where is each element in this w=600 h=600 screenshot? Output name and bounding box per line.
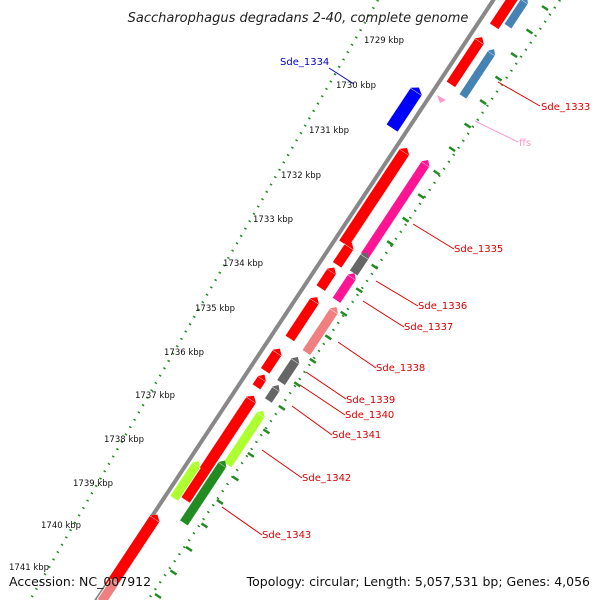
gene-sde1337-cog <box>331 273 357 304</box>
gene-sde1339-cds <box>259 348 283 375</box>
gene-label[interactable]: Sde_1338 <box>376 363 425 374</box>
label-connector <box>291 405 333 436</box>
gene-label[interactable]: Sde_1337 <box>404 322 453 333</box>
ruler-label: 1736 kbp <box>164 348 204 358</box>
label-connectors <box>221 67 541 536</box>
gene-label[interactable]: Sde_1343 <box>262 530 311 541</box>
label-connector <box>221 506 263 536</box>
gene-sde1336-cds <box>331 242 355 269</box>
ruler-label: 1738 kbp <box>104 435 144 445</box>
label-connector <box>337 341 377 369</box>
tick-mark <box>448 146 456 153</box>
gene-label[interactable]: Sde_1336 <box>418 301 467 312</box>
tick-mark <box>510 51 518 59</box>
tick-mark <box>262 428 271 435</box>
rna-ffs <box>437 95 446 103</box>
ruler-label: 1741 kbp <box>9 563 49 573</box>
tick-mark <box>216 498 224 505</box>
gene-sde1334 <box>385 87 423 133</box>
tick-mark <box>154 592 162 600</box>
ruler-label: 1732 kbp <box>281 171 321 181</box>
gene-top-red <box>488 0 522 31</box>
gene-sde1333-cog <box>458 49 496 100</box>
label-connector <box>305 371 347 400</box>
ruler-dotted-lines <box>28 0 562 600</box>
feature-layer <box>96 0 529 600</box>
gene-sde1342-cds <box>179 395 257 504</box>
tick-mark <box>401 216 410 223</box>
gene-sde1340 <box>251 374 267 391</box>
gene-sde1335-cds <box>338 147 410 248</box>
ruler-label: 1735 kbp <box>195 304 235 314</box>
tick-mark <box>386 240 394 247</box>
gene-label[interactable]: Sde_1340 <box>345 410 394 421</box>
gene-sde1341 <box>263 384 281 404</box>
gene-label[interactable]: Sde_1339 <box>346 395 395 406</box>
tick-marks <box>154 4 549 600</box>
outer-ruler-line <box>28 0 380 600</box>
gene-label[interactable]: ffs <box>519 138 531 149</box>
tick-mark <box>169 569 178 576</box>
tick-mark <box>479 99 487 106</box>
tick-mark <box>525 28 534 35</box>
gene-sde1339-cog <box>276 356 300 387</box>
gene-label[interactable]: Sde_1341 <box>332 430 381 441</box>
label-connector <box>261 449 303 479</box>
ruler-label: 1734 kbp <box>223 259 263 269</box>
gene-bottom-pink <box>96 577 120 600</box>
gene-label[interactable]: Sde_1342 <box>302 473 351 484</box>
gene-sde1343-lime <box>169 461 201 502</box>
gene-sde1342-cog <box>222 410 266 469</box>
gene-label[interactable]: Sde_1334 <box>280 57 329 68</box>
tick-mark <box>355 287 363 294</box>
ruler-label: 1739 kbp <box>73 479 113 489</box>
tick-mark <box>494 75 503 82</box>
gene-sde1336-cog <box>348 252 370 277</box>
gene-sde1338-cog <box>301 306 339 357</box>
tick-mark <box>231 475 240 482</box>
backbone-line <box>94 0 496 600</box>
ruler-label: 1737 kbp <box>135 391 175 401</box>
label-connector <box>362 300 405 328</box>
tick-mark <box>247 451 255 458</box>
ruler-label: 1730 kbp <box>336 81 376 91</box>
tick-mark <box>432 169 441 176</box>
tick-mark <box>340 310 348 317</box>
tick-mark <box>541 4 549 12</box>
gene-sde1337-cds <box>315 267 337 292</box>
ruler-label: 1729 kbp <box>364 36 404 46</box>
tick-mark <box>417 193 425 200</box>
gene-sde1333-cds <box>445 37 485 89</box>
gene-label[interactable]: Sde_1333 <box>541 102 590 113</box>
ruler-label: 1731 kbp <box>309 126 349 136</box>
label-connector <box>412 223 455 250</box>
tick-mark <box>371 263 379 270</box>
map-title: Saccharophagus degradans 2-40, complete … <box>128 11 469 26</box>
tick-mark <box>324 334 332 341</box>
gene-sde1338-cds <box>284 297 320 343</box>
label-connector <box>375 280 419 307</box>
label-connector <box>299 384 346 416</box>
tick-mark <box>278 404 286 411</box>
tick-mark <box>309 357 317 364</box>
tick-mark <box>200 522 209 529</box>
tick-mark <box>463 122 472 129</box>
ruler-label: 1733 kbp <box>253 215 293 225</box>
gene-top-blue <box>503 0 529 30</box>
accession-text: Accession: NC_007912 <box>9 574 151 589</box>
ruler-label: 1740 kbp <box>41 521 81 531</box>
label-connector <box>497 81 541 107</box>
gene-sde1343-cog <box>178 460 228 527</box>
topology-summary: Topology: circular; Length: 5,057,531 bp… <box>246 574 590 589</box>
ruler-labels: 1729 kbp 1730 kbp 1731 kbp 1732 kbp 1733 kbp… <box>9 36 404 573</box>
gene-label[interactable]: Sde_1335 <box>454 244 503 255</box>
label-connector <box>474 120 519 143</box>
tick-mark <box>293 381 302 388</box>
label-connector <box>328 67 355 85</box>
tick-mark <box>185 545 193 553</box>
